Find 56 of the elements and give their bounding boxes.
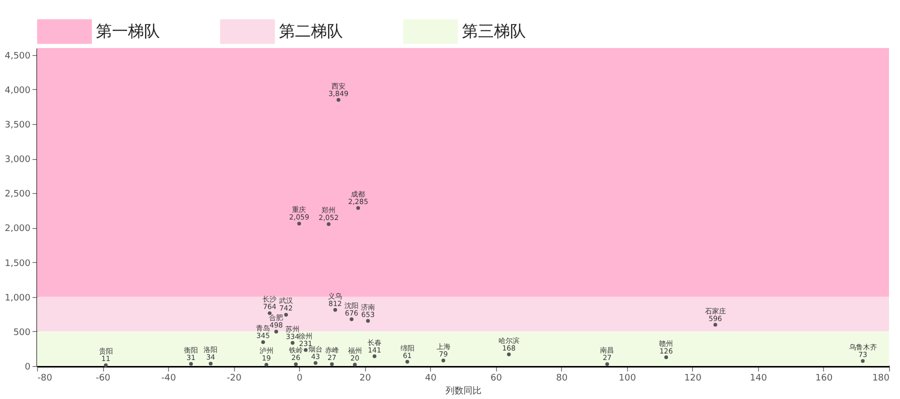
y-tick-label: 2,500 — [4, 190, 31, 200]
y-tick-label: 0 — [24, 362, 31, 372]
point — [326, 222, 331, 226]
x-tick-label: 40 — [425, 374, 437, 384]
x-tick-label: 100 — [618, 374, 636, 384]
point — [284, 312, 288, 317]
x-tick-label: 20 — [359, 374, 372, 384]
y-tick-label: 1,500 — [4, 258, 31, 269]
point — [333, 308, 338, 312]
point — [297, 222, 302, 226]
point — [352, 362, 357, 366]
point — [441, 358, 446, 362]
point — [356, 206, 360, 210]
y-tick-label: 500 — [13, 328, 31, 338]
x-tick-label: -40 — [161, 374, 176, 384]
legend-label: 第一梯队 — [96, 22, 160, 41]
y-tick-label: 3,000 — [4, 155, 31, 166]
legend-label: 第三梯队 — [462, 22, 526, 41]
point — [350, 317, 354, 322]
point — [104, 363, 108, 368]
y-tick-label: 1,000 — [4, 293, 31, 304]
point — [304, 348, 308, 352]
y-tick-label: 4,000 — [4, 86, 31, 96]
point — [264, 362, 268, 367]
point — [274, 330, 278, 334]
point — [261, 340, 265, 344]
x-tick-label: 80 — [556, 374, 568, 384]
point — [713, 322, 718, 327]
x-axis-title: 列数同比 — [446, 386, 482, 396]
x-tick-label: 180 — [872, 374, 890, 384]
y-tick-label: 3,500 — [4, 120, 31, 131]
x-tick-label: -80 — [38, 374, 52, 384]
point — [314, 361, 318, 365]
point — [605, 362, 610, 366]
point — [507, 352, 511, 356]
y-tick-label: 2,000 — [4, 224, 31, 234]
point — [294, 362, 298, 366]
point — [290, 341, 294, 345]
x-tick-label: 160 — [815, 374, 833, 384]
point — [372, 354, 376, 358]
point — [208, 362, 213, 366]
point — [860, 359, 865, 363]
legend-label: 第二梯队 — [279, 22, 343, 41]
x-tick-label: -20 — [226, 374, 242, 384]
point — [189, 362, 193, 366]
x-tick-label: 140 — [750, 374, 768, 384]
point — [366, 318, 370, 323]
point — [405, 360, 410, 364]
point — [330, 362, 334, 366]
point — [664, 355, 668, 360]
point — [336, 98, 340, 102]
x-tick-label: 120 — [684, 374, 702, 384]
x-tick-label: -60 — [96, 374, 111, 384]
x-tick-label: 60 — [490, 374, 502, 384]
y-tick-label: 4,500 — [4, 51, 31, 62]
x-tick-label: 0 — [296, 374, 303, 384]
